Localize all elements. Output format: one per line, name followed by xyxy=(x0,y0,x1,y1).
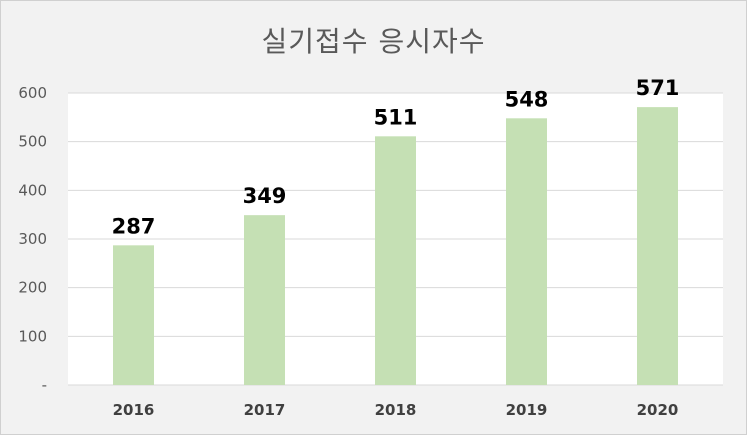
x-tick-label: 2018 xyxy=(375,401,417,419)
data-label: 548 xyxy=(505,87,549,111)
bar xyxy=(506,118,547,385)
y-tick-label: - xyxy=(42,376,47,394)
data-label: 287 xyxy=(112,214,156,238)
y-tick-label: 400 xyxy=(18,181,47,199)
bar xyxy=(637,107,678,385)
y-tick-label: 300 xyxy=(18,230,47,248)
y-tick-label: 500 xyxy=(18,133,47,151)
bar xyxy=(244,215,285,385)
x-tick-label: 2016 xyxy=(113,401,155,419)
x-tick-label: 2020 xyxy=(637,401,679,419)
data-label: 511 xyxy=(374,105,418,129)
x-tick-label: 2017 xyxy=(244,401,286,419)
data-label: 349 xyxy=(243,184,287,208)
data-label: 571 xyxy=(636,76,680,100)
x-tick-label: 2019 xyxy=(506,401,548,419)
chart-title: 실기접수 응시자수 xyxy=(261,25,486,58)
bar xyxy=(113,245,154,385)
y-tick-label: 100 xyxy=(18,327,47,345)
y-tick-label: 600 xyxy=(18,84,47,102)
bar xyxy=(375,136,416,385)
y-tick-label: 200 xyxy=(18,279,47,297)
